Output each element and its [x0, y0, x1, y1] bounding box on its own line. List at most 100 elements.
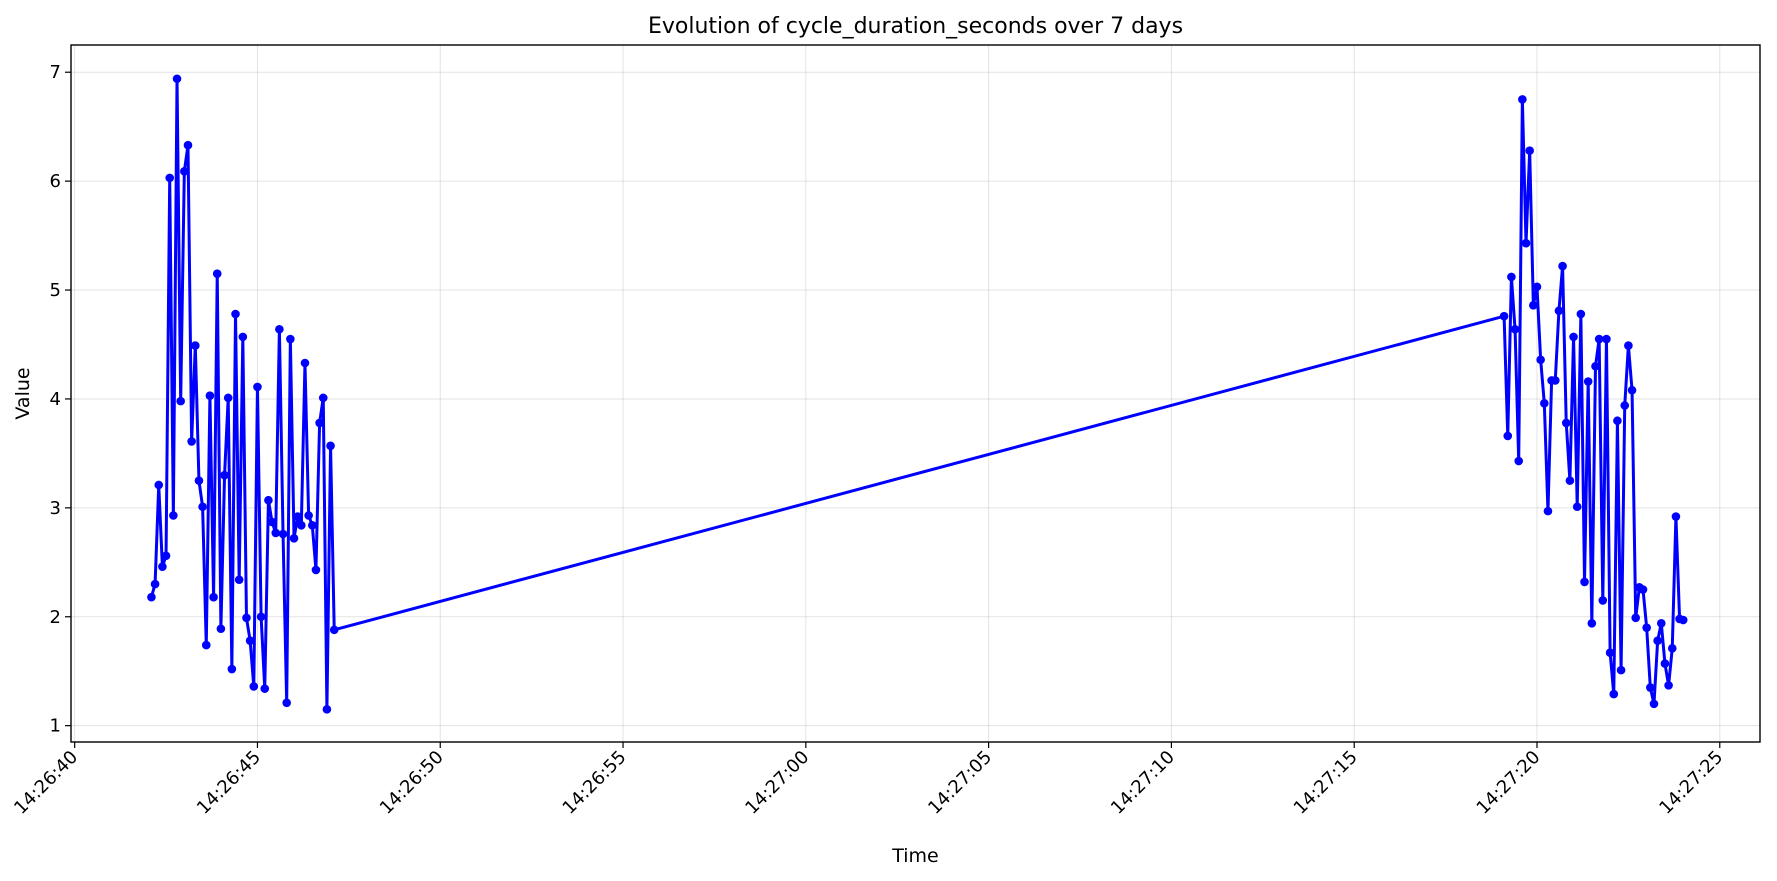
data-point [150, 579, 160, 589]
data-point [216, 624, 226, 634]
data-point [267, 517, 277, 527]
data-point [1594, 334, 1604, 344]
data-point [191, 341, 200, 350]
data-point [209, 592, 218, 602]
data-point [242, 613, 251, 623]
data-point [147, 592, 156, 602]
data-point [1591, 361, 1600, 371]
data-point [1569, 332, 1578, 342]
data-point [1521, 238, 1531, 248]
data-point [1532, 282, 1542, 292]
y-tick-label: 6 [50, 171, 61, 192]
data-point [1646, 683, 1655, 692]
data-point [300, 358, 310, 368]
data-point [289, 534, 299, 543]
y-tick-label: 7 [50, 62, 61, 83]
data-point [245, 636, 255, 646]
data-point [187, 437, 196, 446]
data-point [1653, 636, 1662, 646]
y-tick-label: 2 [50, 607, 61, 628]
data-point [1656, 618, 1666, 628]
x-axis-label: Time [891, 845, 939, 867]
y-tick-label: 5 [50, 280, 61, 301]
data-point [234, 575, 244, 585]
data-point [297, 520, 306, 530]
data-point [1518, 95, 1527, 104]
data-point [1580, 577, 1589, 587]
data-point [1598, 596, 1608, 605]
data-point [260, 684, 270, 693]
data-point [282, 698, 291, 708]
data-point [275, 324, 284, 334]
plot-area [147, 74, 1688, 714]
data-point [326, 441, 335, 451]
data-point [1627, 385, 1637, 395]
data-point [264, 495, 273, 505]
data-point [1565, 476, 1575, 485]
data-point [238, 332, 248, 342]
data-point [1642, 623, 1651, 632]
y-axis-label: Value [12, 367, 34, 419]
data-point [311, 565, 321, 575]
data-point [1638, 585, 1648, 594]
data-point [286, 334, 295, 344]
data-point [1583, 377, 1593, 386]
data-point [1671, 512, 1681, 521]
data-point [1503, 431, 1513, 441]
data-point [220, 470, 229, 480]
data-point [253, 382, 262, 392]
data-point [278, 529, 288, 539]
axes-frame [70, 44, 1761, 743]
data-point [315, 418, 324, 428]
data-point [172, 74, 182, 84]
data-point [1678, 615, 1688, 625]
y-tick-label: 3 [50, 498, 61, 519]
data-point [180, 167, 189, 176]
y-tick-label: 1 [50, 716, 61, 737]
data-point [176, 396, 185, 406]
data-point [329, 625, 339, 635]
data-point [1540, 399, 1549, 408]
data-point [1649, 699, 1659, 709]
data-point [1576, 309, 1586, 319]
data-point [271, 528, 281, 538]
data-point [307, 520, 317, 530]
data-point [1536, 355, 1545, 365]
data-point [1624, 341, 1633, 350]
data-point [1507, 272, 1516, 282]
data-point [169, 511, 178, 520]
data-point [1529, 300, 1538, 310]
data-point [318, 393, 328, 403]
data-point [198, 502, 207, 512]
data-point [1572, 502, 1582, 512]
data-point [293, 512, 302, 521]
data-point [194, 476, 204, 485]
data-point [212, 269, 222, 279]
data-point [1554, 306, 1564, 316]
data-point [1609, 689, 1619, 699]
data-point [1550, 376, 1560, 385]
data-point [1605, 648, 1615, 657]
data-point [1514, 456, 1524, 466]
data-point [322, 705, 332, 714]
data-point [1587, 618, 1597, 628]
data-point [249, 682, 259, 691]
data-point [1510, 324, 1520, 334]
data-point [1561, 418, 1571, 428]
data-point [256, 612, 266, 622]
data-point [1525, 146, 1534, 155]
data-point [1613, 416, 1622, 426]
y-tick-label: 4 [50, 389, 61, 410]
data-point [1543, 506, 1553, 516]
data-point [165, 173, 175, 183]
data-point [201, 640, 211, 650]
chart-title: Evolution of cycle_duration_seconds over… [648, 14, 1183, 39]
data-point [161, 551, 171, 561]
data-point [1660, 659, 1670, 668]
data-point [158, 562, 167, 571]
data-point [1602, 334, 1611, 344]
data-point [1667, 644, 1677, 653]
data-point [227, 664, 237, 674]
